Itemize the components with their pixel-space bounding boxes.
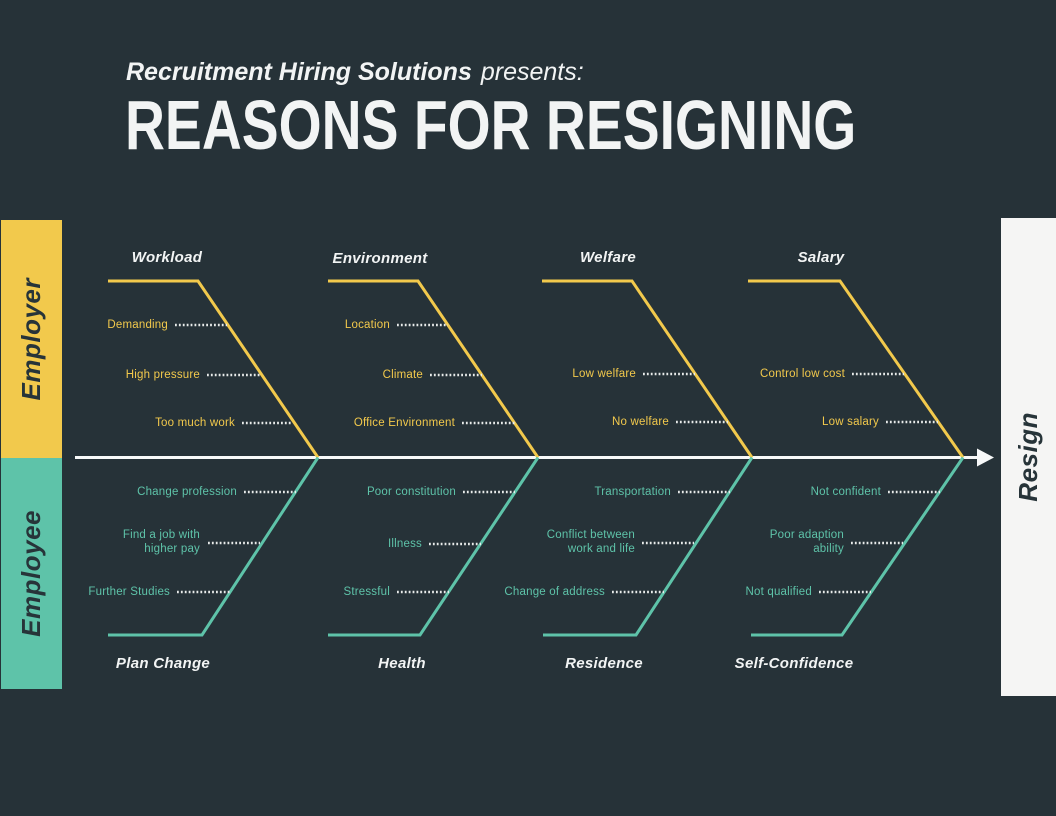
cause-label: Further Studies	[88, 586, 170, 598]
bone-health	[328, 456, 540, 637]
cause-label: Low salary	[822, 416, 879, 428]
cause-label: Too much work	[155, 417, 235, 429]
cause-label: Stressful	[343, 586, 390, 598]
category-label-health: Health	[378, 655, 426, 672]
bone-salary	[748, 279, 965, 459]
cause-label: Office Environment	[353, 417, 455, 429]
employee-tab: Employee	[1, 458, 62, 689]
cause-label: No welfare	[612, 416, 669, 428]
bone-self-confidence	[751, 456, 965, 637]
bone-residence	[543, 456, 754, 637]
cause-label: Illness	[388, 538, 422, 550]
bone-welfare	[542, 279, 754, 459]
cause-label: Not confident	[810, 486, 881, 498]
presents-text: presents:	[480, 58, 584, 86]
cause-label: Change profession	[137, 486, 237, 498]
cause-label: Climate	[382, 369, 423, 381]
bone-environment	[328, 279, 540, 459]
category-label-welfare: Welfare	[579, 249, 637, 266]
cause-label: Conflict between work and life	[546, 529, 635, 555]
cause-label: Low welfare	[572, 368, 636, 380]
header-subtitle: Recruitment Hiring Solutions presents:	[126, 57, 584, 87]
cause-label: Transportation	[594, 486, 671, 498]
category-label-environment: Environment	[332, 250, 428, 267]
bone-plan-change	[108, 456, 320, 637]
cause-label: High pressure	[125, 369, 200, 381]
resign-tab: Resign	[1001, 218, 1056, 696]
cause-label: Poor constitution	[366, 486, 456, 498]
cause-label: Change of address	[504, 586, 605, 598]
arrow-right-icon	[977, 448, 994, 467]
category-label-salary: Salary	[797, 249, 845, 266]
page-title: REASONS FOR RESIGNING	[125, 86, 857, 164]
cause-label: Demanding	[107, 319, 168, 331]
cause-label: Not qualified	[745, 586, 812, 598]
bone-workload	[108, 279, 320, 459]
brand-text: Recruitment Hiring Solutions	[126, 58, 472, 86]
cause-label: Poor adaption ability	[769, 529, 844, 555]
category-label-self-confidence: Self-Confidence	[734, 655, 854, 672]
cause-label: Control low cost	[759, 368, 845, 380]
category-label-residence: Residence	[565, 655, 643, 672]
cause-label: Find a job with higher pay	[122, 529, 200, 555]
employer-tab: Employer	[1, 220, 62, 458]
category-label-workload: Workload	[131, 249, 203, 266]
category-label-plan-change: Plan Change	[115, 655, 211, 672]
cause-label: Location	[344, 319, 390, 331]
